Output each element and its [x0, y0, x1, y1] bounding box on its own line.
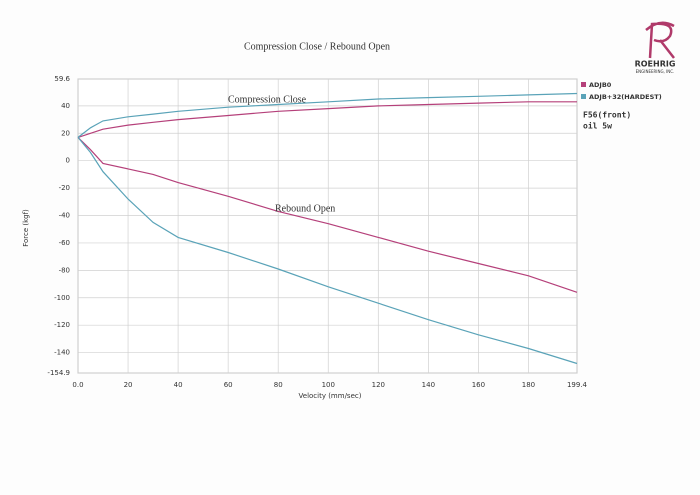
annotation: Rebound Open [275, 203, 335, 214]
logo-mark [645, 21, 675, 59]
x-tick-label: 60 [224, 381, 233, 389]
x-tick-label: 80 [274, 381, 283, 389]
legend-swatch [581, 82, 586, 87]
x-tick-label: 140 [422, 381, 435, 389]
y-tick-label: 0 [66, 157, 70, 165]
y-tick-label: 59.6 [54, 75, 70, 83]
legend-swatch [581, 94, 586, 99]
y-tick-label: -120 [54, 321, 70, 329]
y-tick-label: 40 [61, 102, 70, 110]
x-tick-label: 180 [522, 381, 535, 389]
data-line [77, 92, 578, 138]
y-tick-label: 20 [61, 129, 70, 137]
logo-name: ROEHRIG [635, 60, 676, 69]
x-tick-label: 199.4 [567, 381, 588, 389]
plot-area [77, 78, 578, 374]
y-tick-label: -154.9 [47, 369, 70, 377]
y-axis-label: Force (kgf) [22, 209, 30, 247]
chart-title: Compression Close / Rebound Open [244, 41, 390, 52]
x-tick-label: 160 [472, 381, 485, 389]
y-tick-label: -60 [59, 239, 70, 247]
x-axis-label: Velocity (mm/sec) [299, 392, 362, 400]
x-tick-label: 0.0 [72, 381, 83, 389]
logo-subtitle: ENGINEERING, INC. [636, 69, 675, 74]
y-tick-label: -80 [59, 266, 70, 274]
x-tick-label: 20 [124, 381, 133, 389]
data-line [77, 137, 578, 365]
y-tick-label: -100 [54, 294, 70, 302]
x-tick-label: 120 [372, 381, 385, 389]
annotation: Compression Close [228, 94, 307, 105]
note: oil 5w [583, 121, 612, 131]
y-tick-label: -140 [54, 349, 70, 357]
x-tick-label: 40 [174, 381, 183, 389]
y-tick-label: -20 [59, 184, 70, 192]
y-tick-label: -40 [59, 212, 70, 220]
note: F56(front) [583, 111, 631, 120]
x-tick-label: 100 [322, 381, 335, 389]
legend-label: ADJB0 [589, 81, 612, 89]
data-line [77, 136, 578, 293]
data-line [77, 101, 577, 138]
legend-label: ADJB+32(HARDEST) [589, 93, 662, 101]
